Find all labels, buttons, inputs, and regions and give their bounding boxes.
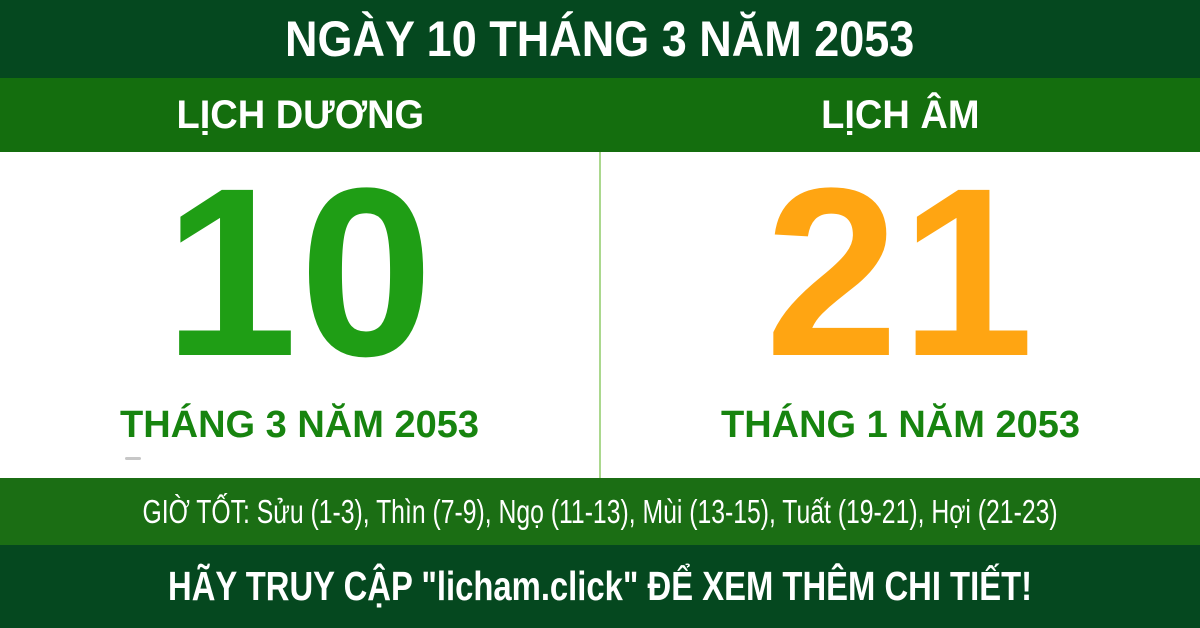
- footer-bar: HÃY TRUY CẬP "licham.click" ĐỂ XEM THÊM …: [0, 545, 1200, 628]
- lunar-calendar-label: LỊCH ÂM: [820, 92, 980, 137]
- panel-divider: [599, 152, 601, 478]
- lunar-month-year: THÁNG 1 NĂM 2053: [721, 404, 1080, 446]
- watermark-smudge: [125, 457, 141, 460]
- solar-label-cell: LỊCH DƯƠNG: [0, 78, 600, 152]
- solar-panel: 10 THÁNG 3 NĂM 2053: [0, 152, 599, 478]
- lunar-panel: 21 THÁNG 1 NĂM 2053: [601, 152, 1200, 478]
- solar-month-year: THÁNG 3 NĂM 2053: [120, 404, 479, 446]
- good-hours-bar: GIỜ TỐT: Sửu (1-3), Thìn (7-9), Ngọ (11-…: [0, 478, 1200, 545]
- solar-day-number: 10: [164, 138, 435, 406]
- page-title: NGÀY 10 THÁNG 3 NĂM 2053: [285, 11, 915, 67]
- good-hours-text: GIỜ TỐT: Sửu (1-3), Thìn (7-9), Ngọ (11-…: [142, 492, 1058, 530]
- calendar-panels: 10 THÁNG 3 NĂM 2053 21 THÁNG 1 NĂM 2053: [0, 152, 1200, 478]
- lunar-day-number: 21: [765, 138, 1036, 406]
- lunar-label-cell: LỊCH ÂM: [600, 78, 1200, 152]
- footer-text: HÃY TRUY CẬP "licham.click" ĐỂ XEM THÊM …: [167, 563, 1033, 609]
- header-bar: NGÀY 10 THÁNG 3 NĂM 2053: [0, 0, 1200, 78]
- calendar-type-bar: LỊCH DƯƠNG LỊCH ÂM: [0, 78, 1200, 152]
- solar-calendar-label: LỊCH DƯƠNG: [176, 92, 424, 137]
